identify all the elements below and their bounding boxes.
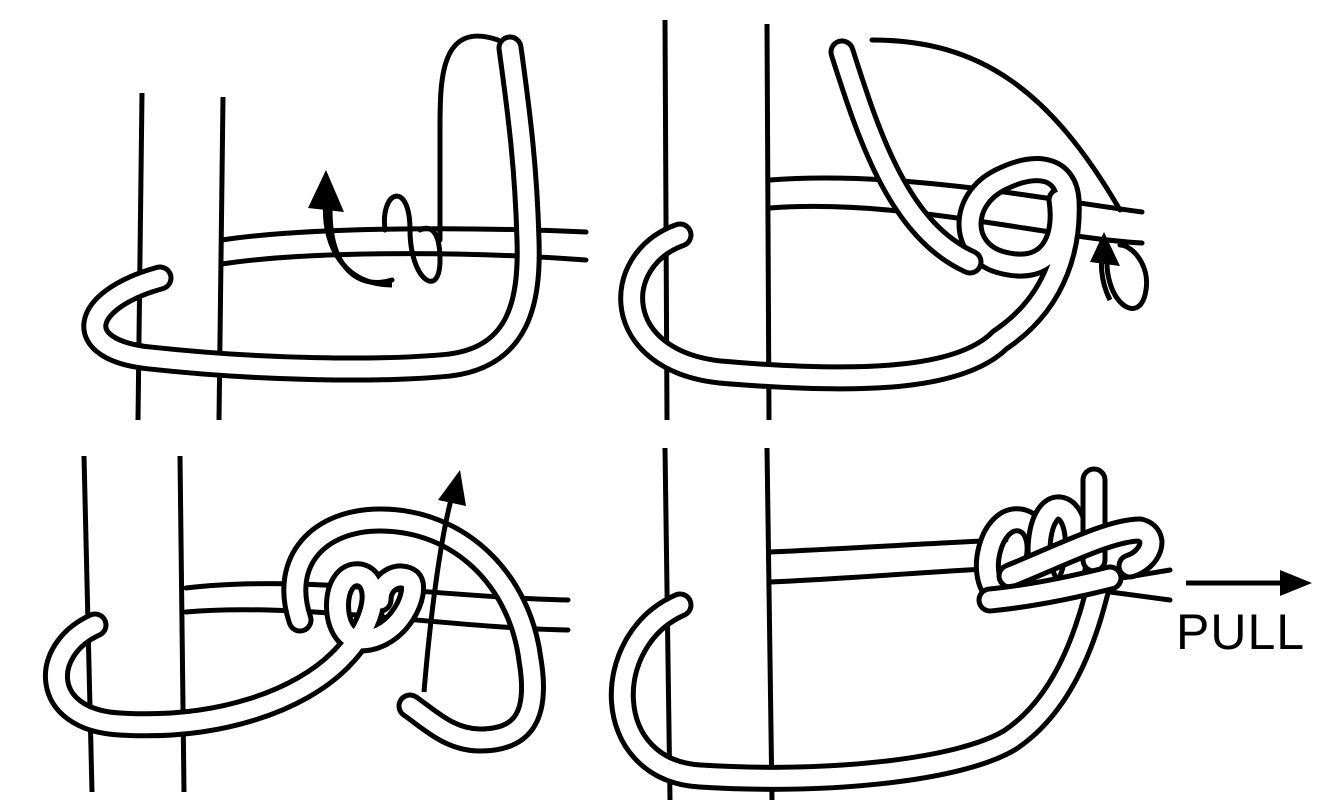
panel-step-1 — [81, 33, 589, 421]
pole-left-edge — [135, 92, 145, 421]
rope-working-loop — [618, 38, 1082, 392]
pole-right-edge — [764, 23, 772, 421]
rope-end-loop — [1104, 242, 1150, 311]
rope-standing-part — [767, 175, 1145, 246]
rope-tail-line — [437, 33, 501, 243]
direction-arrow-3 — [421, 470, 466, 693]
panel-step-3 — [42, 455, 571, 793]
rope-working-loop — [42, 506, 547, 754]
pole-right-edge — [764, 447, 775, 801]
direction-arrow-1 — [308, 170, 393, 288]
rope-tail-line — [869, 37, 1123, 213]
panel-step-2 — [618, 19, 1150, 421]
pull-arrow — [1186, 570, 1312, 596]
direction-arrow-2 — [1090, 232, 1120, 302]
rope-knot-wraps — [973, 466, 1165, 614]
pull-label: PULL — [1176, 604, 1306, 660]
pole-right-edge — [177, 455, 187, 793]
panel-step-4 — [608, 447, 1312, 801]
rope-working-loop — [608, 566, 1114, 792]
rope-working-loop — [81, 34, 542, 383]
